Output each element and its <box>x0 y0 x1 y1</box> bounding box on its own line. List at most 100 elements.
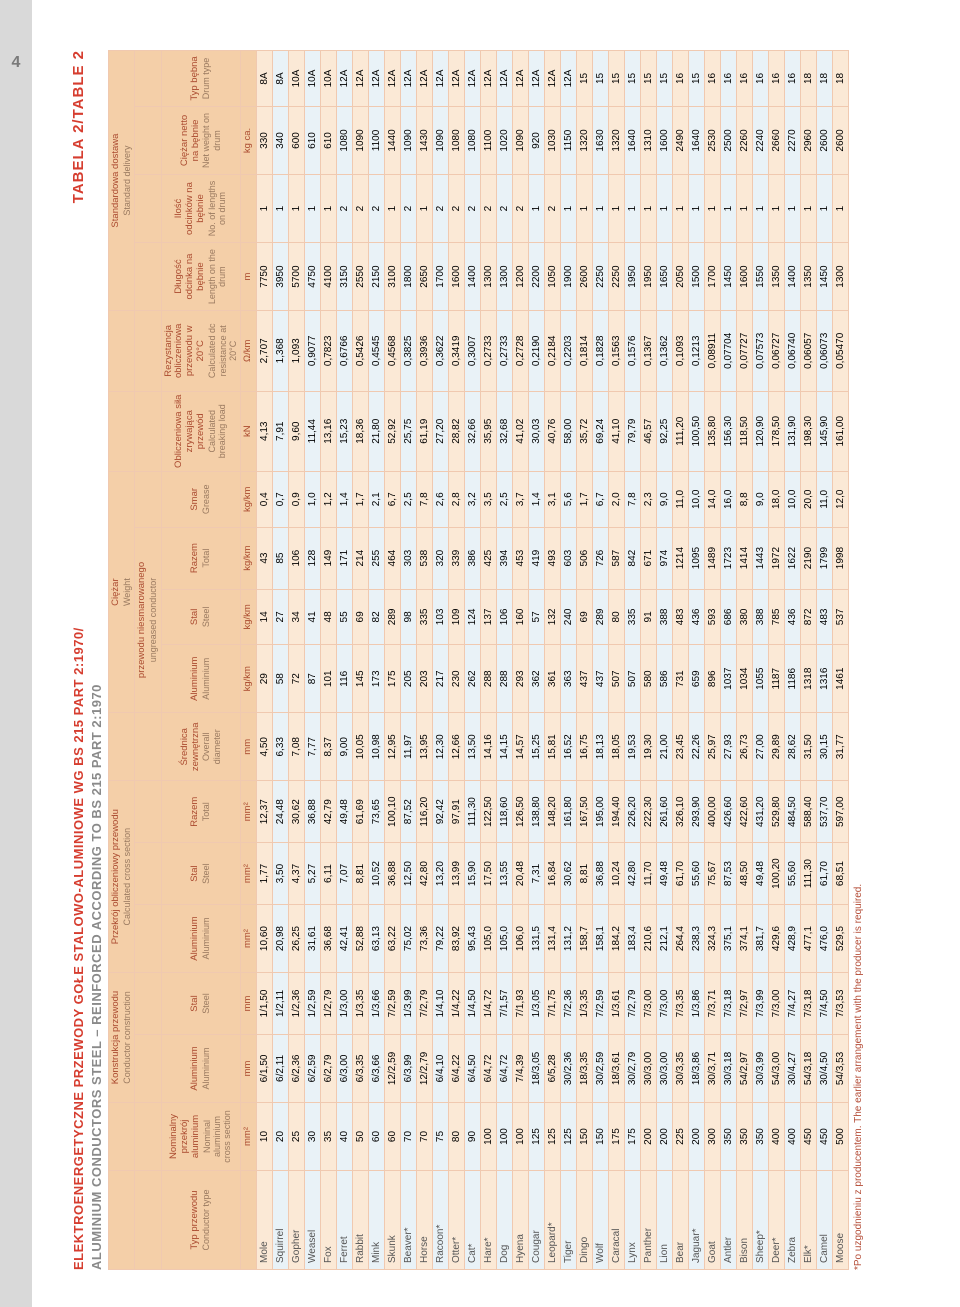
cell: 1080 <box>449 106 465 174</box>
cell: 98 <box>401 589 417 645</box>
cell: 1300 <box>833 243 849 311</box>
cell: 436 <box>689 589 705 645</box>
cell: 0,2733 <box>497 311 513 391</box>
cell: 1 <box>673 175 689 243</box>
cell: 603 <box>561 527 577 589</box>
cell: 11,97 <box>401 713 417 781</box>
cell: 4750 <box>305 243 321 311</box>
cell: 1187 <box>769 645 785 713</box>
header-group: CiężarWeight <box>109 471 135 712</box>
row-type-cell: Dog <box>497 1171 513 1270</box>
cell: 29,89 <box>769 713 785 781</box>
table-row: Weasel306/2,591/2,5931,615,2736,887,7787… <box>305 51 321 1270</box>
cell: 7,8 <box>625 471 641 527</box>
cell: 19,53 <box>625 713 641 781</box>
cell: 1 <box>817 175 833 243</box>
cell: 15 <box>577 51 593 107</box>
cell: 6/2,59 <box>305 1034 321 1102</box>
header-unit: mm <box>241 973 257 1035</box>
cell: 14,0 <box>705 471 721 527</box>
cell: 12A <box>433 51 449 107</box>
header-sub <box>135 713 161 781</box>
header-sub: przewodu niesmarowanegoungreased conduct… <box>135 527 161 713</box>
cell: 122,50 <box>481 781 497 843</box>
cell: 293 <box>513 645 529 713</box>
cell: 537 <box>833 589 849 645</box>
cell: 537,70 <box>817 781 833 843</box>
row-type-cell: Racoon* <box>433 1171 449 1270</box>
cell: 7/3,00 <box>769 973 785 1035</box>
cell: 842 <box>625 527 641 589</box>
cell: 61,69 <box>353 781 369 843</box>
cell: 2 <box>497 175 513 243</box>
table-row: Tiger12530/2,367/2,36131,230,62161,8016,… <box>561 51 577 1270</box>
cell: 158,7 <box>577 905 593 973</box>
cell: 1600 <box>737 243 753 311</box>
cell: 0,5426 <box>353 311 369 391</box>
row-type-cell: Hyena <box>513 1171 529 1270</box>
header-col: Typ bębnaDrum type <box>161 51 241 107</box>
row-type-cell: Dingo <box>577 1171 593 1270</box>
cell: 42,80 <box>417 843 433 905</box>
cell: 82 <box>369 589 385 645</box>
cell: 529,5 <box>833 905 849 973</box>
cell: 205 <box>401 645 417 713</box>
cell: 1/3,05 <box>529 973 545 1035</box>
header-col: AluminiumAluminium <box>161 1034 241 1102</box>
cell: 0,2184 <box>545 311 561 391</box>
cell: 52,88 <box>353 905 369 973</box>
cell: 0,1362 <box>657 311 673 391</box>
cell: 23,45 <box>673 713 689 781</box>
cell: 7/3,99 <box>753 973 769 1035</box>
rotated-content: TABELA 2/TABLE 2 ELEKTROENERGETYCZNE PRZ… <box>70 40 910 1270</box>
cell: 12A <box>417 51 433 107</box>
cell: 7/4,39 <box>513 1034 529 1102</box>
cell: 18/3,05 <box>529 1034 545 1102</box>
cell: 289 <box>593 589 609 645</box>
cell: 7,77 <box>305 713 321 781</box>
cell: 1700 <box>705 243 721 311</box>
table-row: Squirrel206/2,111/2,1120,983,5024,486,33… <box>273 51 289 1270</box>
cell: 255 <box>369 527 385 589</box>
cell: 57 <box>529 589 545 645</box>
cell: 1/1,50 <box>257 973 273 1035</box>
cell: 1 <box>417 175 433 243</box>
header-unit <box>241 175 257 243</box>
header-sub <box>135 843 161 905</box>
cell: 126,50 <box>513 781 529 843</box>
cell: 1650 <box>657 243 673 311</box>
header-col: Nominalny przekrój aluminiumNominal alum… <box>161 1102 241 1170</box>
header-col: Długość odcinka na bębnieLength on the d… <box>161 243 241 311</box>
cell: 58 <box>273 645 289 713</box>
header-col: RazemTotal <box>161 781 241 843</box>
cell: 131,4 <box>545 905 561 973</box>
cell: 120,90 <box>753 391 769 471</box>
cell: 0,7823 <box>321 311 337 391</box>
cell: 1400 <box>785 243 801 311</box>
cell: 6/4,22 <box>449 1034 465 1102</box>
cell: 14 <box>257 589 273 645</box>
cell: 483 <box>673 589 689 645</box>
header-sub <box>135 1034 161 1102</box>
cell: 0,1213 <box>689 311 705 391</box>
cell: 2,5 <box>401 471 417 527</box>
cell: 125 <box>561 1102 577 1170</box>
cell: 610 <box>305 106 321 174</box>
cell: 6/2,36 <box>289 1034 305 1102</box>
cell: 5700 <box>289 243 305 311</box>
cell: 2 <box>369 175 385 243</box>
table-row: Panther20030/3,007/3,00210,611,70222,301… <box>641 51 657 1270</box>
cell: 7/3,53 <box>833 973 849 1035</box>
cell: 70 <box>417 1102 433 1170</box>
cell: 18,13 <box>593 713 609 781</box>
cell: 173 <box>369 645 385 713</box>
cell: 1090 <box>353 106 369 174</box>
cell: 426,60 <box>721 781 737 843</box>
cell: 175 <box>385 645 401 713</box>
cell: 61,70 <box>673 843 689 905</box>
cell: 0,3622 <box>433 311 449 391</box>
cell: 2 <box>513 175 529 243</box>
table-row: Mole106/1,501/1,5010,601,7712,374,502914… <box>257 51 273 1270</box>
cell: 2960 <box>801 106 817 174</box>
cell: 0,07573 <box>753 311 769 391</box>
